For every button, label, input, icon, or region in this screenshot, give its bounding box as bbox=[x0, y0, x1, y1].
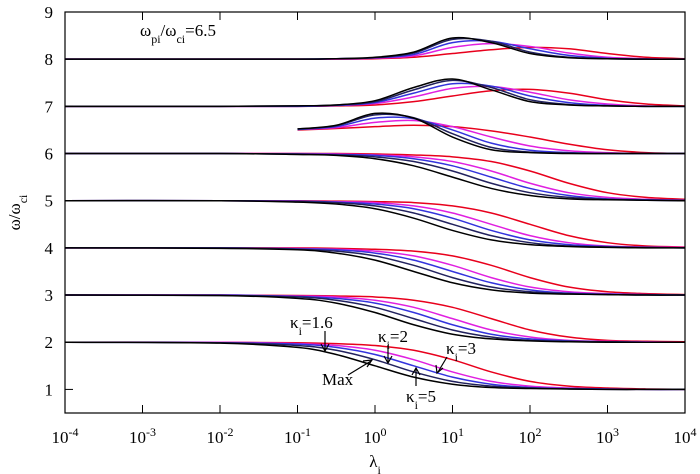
x-tick-label-part: 3 bbox=[613, 425, 619, 439]
dispersion-curve bbox=[65, 152, 686, 201]
annotation: κi=3 bbox=[446, 339, 476, 364]
dispersion-curve bbox=[297, 119, 686, 155]
annotation-part: i bbox=[415, 398, 419, 412]
chart-title-part: ω bbox=[140, 21, 151, 40]
dispersion-curve bbox=[64, 152, 686, 202]
dispersion-curve bbox=[65, 152, 686, 201]
y-tick-label: 2 bbox=[45, 333, 54, 352]
dispersion-curve bbox=[64, 294, 685, 344]
dispersion-curve bbox=[64, 341, 685, 391]
chart-title-part: pi bbox=[151, 32, 161, 46]
x-axis-label: λi bbox=[369, 452, 381, 474]
x-tick-label: 103 bbox=[596, 425, 619, 447]
x-tick-label-part: -3 bbox=[146, 425, 156, 439]
dispersion-curve bbox=[297, 112, 685, 155]
x-tick-label-part: -2 bbox=[224, 425, 234, 439]
x-tick-label-part: 10 bbox=[284, 428, 301, 447]
dispersion-curve bbox=[297, 124, 686, 155]
x-tick-label-part: 10 bbox=[52, 428, 69, 447]
y-tick-label: 6 bbox=[45, 145, 54, 164]
dispersion-curve bbox=[64, 247, 686, 296]
x-tick-label-part: -1 bbox=[301, 425, 311, 439]
x-tick-label-part: 10 bbox=[519, 428, 536, 447]
dispersion-curve bbox=[64, 247, 686, 296]
x-tick-label-part: 10 bbox=[364, 428, 381, 447]
x-tick-label-part: 1 bbox=[458, 425, 464, 439]
annotation-part: κ bbox=[406, 387, 415, 406]
x-tick-label-part: 10 bbox=[596, 428, 613, 447]
arrow-head bbox=[435, 364, 444, 375]
annotation-part: i bbox=[299, 324, 303, 338]
y-tick-label: 7 bbox=[45, 97, 54, 116]
x-tick-label-part: 10 bbox=[129, 428, 146, 447]
chart-title-part: ci bbox=[176, 32, 185, 46]
chart-title-part: /ω bbox=[161, 21, 177, 40]
x-tick-label: 10-1 bbox=[284, 425, 311, 447]
dispersion-curve bbox=[65, 36, 686, 60]
arrow-head bbox=[362, 359, 374, 368]
annotation-part: =2 bbox=[390, 327, 408, 346]
plot-frame bbox=[64, 11, 686, 414]
arrow bbox=[347, 360, 372, 376]
dispersion-curve bbox=[64, 78, 686, 108]
annotation-part: κ bbox=[290, 313, 299, 332]
annotation: κi=1.6 bbox=[290, 313, 333, 338]
annotation-part: =3 bbox=[458, 339, 476, 358]
x-axis-label-part: λ bbox=[369, 452, 378, 471]
annotation-arrows bbox=[320, 331, 448, 386]
annotation-part: κ bbox=[446, 339, 455, 358]
x-tick-label-part: 4 bbox=[691, 425, 697, 439]
arrow bbox=[437, 356, 448, 373]
dispersion-curve bbox=[64, 152, 686, 202]
dispersion-curve bbox=[65, 199, 686, 248]
y-tick-label: 8 bbox=[45, 50, 54, 69]
y-tick-label: 1 bbox=[45, 380, 54, 399]
dispersion-curve bbox=[64, 294, 686, 344]
x-axis-label-part: i bbox=[377, 463, 381, 474]
x-tick-label: 101 bbox=[441, 425, 464, 447]
x-tick-label-part: 10 bbox=[207, 428, 224, 447]
x-tick-label-part: 10 bbox=[674, 428, 691, 447]
dispersion-curve bbox=[64, 294, 686, 343]
dispersion-curve bbox=[64, 247, 686, 296]
x-tick-label: 10-4 bbox=[52, 425, 79, 447]
y-tick-label: 4 bbox=[45, 239, 54, 258]
dispersion-curve bbox=[297, 113, 685, 155]
x-tick-label: 102 bbox=[519, 425, 542, 447]
annotation-part: =1.6 bbox=[302, 313, 333, 332]
x-tick-label: 100 bbox=[364, 425, 387, 447]
chart-title: ωpi/ωci=6.5 bbox=[140, 21, 216, 46]
x-tick-label-part: 0 bbox=[381, 425, 387, 439]
x-tick-label: 104 bbox=[674, 425, 697, 447]
y-tick-label: 3 bbox=[45, 286, 54, 305]
chart-title-part: =6.5 bbox=[185, 21, 216, 40]
x-tick-label-part: 10 bbox=[441, 428, 458, 447]
y-axis-label-part: ω/ω bbox=[5, 203, 24, 230]
x-tick-label: 10-2 bbox=[207, 425, 234, 447]
x-tick-label-part: 2 bbox=[536, 425, 542, 439]
dispersion-curve bbox=[64, 294, 686, 343]
annotation: Max bbox=[322, 370, 354, 389]
annotation-part: =5 bbox=[418, 387, 436, 406]
x-tick-label-part: -4 bbox=[69, 425, 79, 439]
dispersion-curve bbox=[64, 247, 686, 296]
x-tick-label: 10-3 bbox=[129, 425, 156, 447]
arrow-head bbox=[320, 343, 330, 353]
y-axis-label: ω/ωci bbox=[5, 194, 30, 230]
dispersion-curve bbox=[64, 199, 686, 249]
annotation-part: κ bbox=[378, 327, 387, 346]
y-axis-label-part: ci bbox=[16, 194, 30, 203]
y-tick-label: 5 bbox=[45, 192, 54, 211]
dispersion-curve bbox=[64, 152, 686, 201]
dispersion-curve bbox=[65, 247, 686, 296]
annotation: κi=5 bbox=[406, 387, 436, 412]
dispersion-curve bbox=[65, 85, 686, 108]
arrow-head bbox=[383, 355, 393, 365]
annotation-part: i bbox=[455, 350, 459, 364]
dispersion-curve bbox=[64, 294, 686, 344]
y-tick-label: 9 bbox=[45, 3, 54, 22]
arrow-head bbox=[411, 366, 421, 376]
